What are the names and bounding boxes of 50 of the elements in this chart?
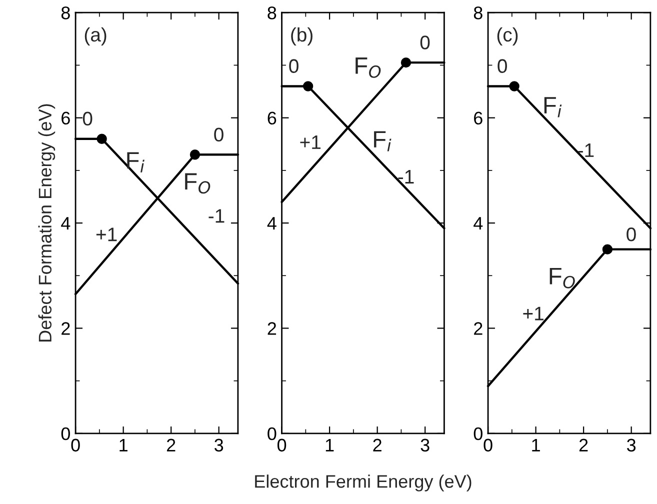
annotation: F$_{O}$ <box>356 58 381 78</box>
x-axis-title: Electron Fermi Energy (eV) <box>255 474 472 492</box>
y-tick-label: 2 <box>268 322 276 335</box>
annotation: +1 <box>300 136 321 149</box>
x-tick-label: 3 <box>626 438 636 452</box>
annotation: +1 <box>523 306 544 320</box>
y-tick-label: 0 <box>61 427 70 440</box>
y-tick-label: 6 <box>62 112 70 125</box>
y-axis-title: Defect Formation Energy (eV) <box>38 104 56 342</box>
y-tick-label: 6 <box>268 112 276 125</box>
x-tick-label: 1 <box>532 438 540 452</box>
annotation: 0 <box>82 112 92 126</box>
x-tick-label: 1 <box>326 438 334 452</box>
x-tick-label: 2 <box>373 438 382 452</box>
y-tick-label: 2 <box>474 322 482 335</box>
annotation: (b) <box>291 27 312 46</box>
annotation: F$_{i}$ <box>544 97 562 118</box>
annotation: F$_{O}$ <box>185 173 210 194</box>
annotation: F$_{i}$ <box>127 152 144 172</box>
y-tick-label: 8 <box>268 6 276 20</box>
y-tick-label: 4 <box>61 217 70 230</box>
y-tick-label: 8 <box>61 6 70 20</box>
y-tick-label: 2 <box>62 322 70 335</box>
x-tick-label: 2 <box>579 438 588 452</box>
x-tick-label: 0 <box>71 438 80 452</box>
y-tick-label: 4 <box>474 217 483 230</box>
y-tick-label: 0 <box>268 427 276 440</box>
annotation: (c) <box>497 27 518 46</box>
y-tick-label: 6 <box>474 112 482 125</box>
x-tick-label: 0 <box>277 438 286 452</box>
annotation: -1 <box>208 209 224 223</box>
annotation: 0 <box>289 59 298 73</box>
y-tick-label: 8 <box>474 6 482 20</box>
x-tick-label: 3 <box>420 438 430 452</box>
annotation: +1 <box>96 228 117 242</box>
x-tick-label: 0 <box>484 438 492 452</box>
annotation: 0 <box>420 36 430 50</box>
x-tick-label: 1 <box>120 438 128 452</box>
y-tick-label: 0 <box>474 427 482 440</box>
x-tick-label: 3 <box>214 438 224 452</box>
annotation: 0 <box>498 59 507 73</box>
annotation: 0 <box>626 228 636 242</box>
annotation: -1 <box>398 170 414 184</box>
annotation: F$_{O}$ <box>550 268 575 288</box>
annotation: F$_{i}$ <box>374 131 392 152</box>
annotation: 0 <box>214 128 224 142</box>
x-tick-label: 2 <box>166 438 176 452</box>
annotation: (a) <box>84 27 106 46</box>
y-tick-label: 4 <box>267 217 276 230</box>
annotation: -1 <box>578 144 594 157</box>
